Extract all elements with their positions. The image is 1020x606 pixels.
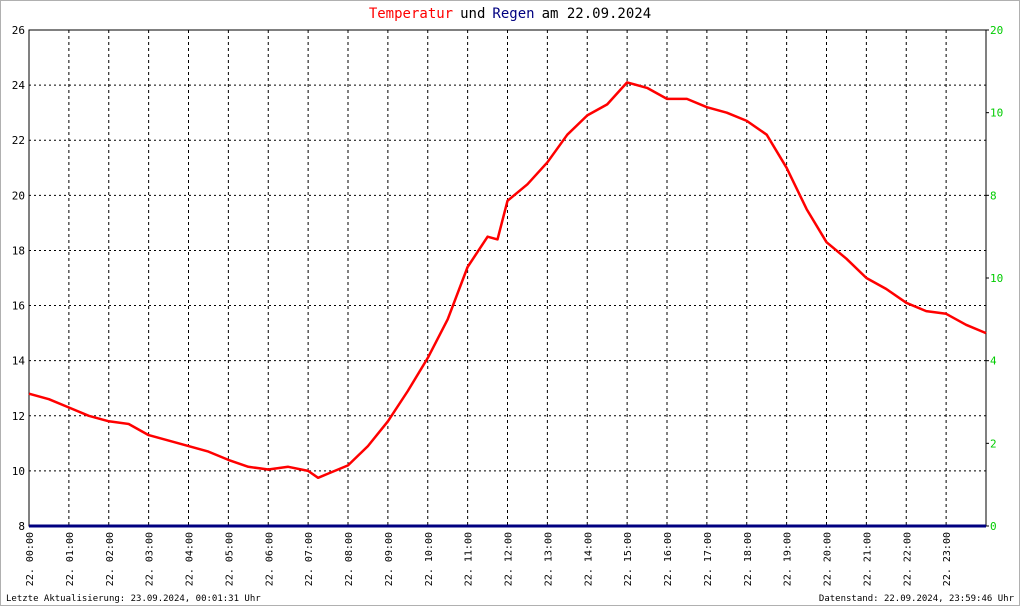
x-tick-label: 22. 04:00 [185, 532, 196, 586]
y-tick-label: 8 [18, 520, 25, 533]
y2-tick-label: 0 [990, 520, 997, 533]
x-tick-label: 22. 17:00 [703, 532, 714, 586]
x-tick-label: 22. 11:00 [464, 532, 475, 586]
y-tick-label: 26 [12, 24, 25, 37]
x-tick-label: 22. 02:00 [105, 532, 116, 586]
x-tick-label: 22. 00:00 [25, 532, 36, 586]
x-tick-label: 22. 14:00 [583, 532, 594, 586]
y2-tick-label: 2 [990, 437, 997, 450]
y2-tick-label: 20 [990, 24, 1003, 37]
chart-title: Temperatur und Regen am 22.09.2024 [369, 6, 651, 22]
title-part: und [460, 6, 485, 22]
x-tick-label: 22. 21:00 [862, 532, 873, 586]
x-tick-label: 22. 20:00 [823, 532, 834, 586]
y-tick-label: 12 [12, 410, 25, 423]
x-tick-label: 22. 12:00 [504, 532, 515, 586]
x-tick-label: 22. 19:00 [783, 532, 794, 586]
y2-tick-label: 10 [990, 107, 1003, 120]
x-tick-label: 22. 03:00 [145, 532, 156, 586]
x-tick-label: 22. 09:00 [384, 532, 395, 586]
x-tick-label: 22. 07:00 [304, 532, 315, 586]
y2-tick-label: 8 [990, 189, 997, 202]
x-tick-label: 22. 22:00 [902, 532, 913, 586]
y-tick-label: 14 [12, 355, 26, 368]
footer-left: Letzte Aktualisierung: 23.09.2024, 00:01… [6, 594, 261, 604]
y2-tick-label: 10 [990, 272, 1003, 285]
y-tick-label: 10 [12, 465, 25, 478]
x-tick-label: 22. 08:00 [344, 532, 355, 586]
x-tick-label: 22. 15:00 [623, 532, 634, 586]
x-tick-label: 22. 06:00 [264, 532, 275, 586]
title-part: am 22.09.2024 [542, 6, 652, 22]
y-tick-label: 22 [12, 134, 25, 147]
x-tick-label: 22. 10:00 [424, 532, 435, 586]
y-tick-label: 20 [12, 189, 25, 202]
y-tick-label: 16 [12, 300, 25, 313]
title-part: Temperatur [369, 6, 453, 22]
x-tick-label: 22. 18:00 [743, 532, 754, 586]
x-tick-label: 22. 01:00 [65, 532, 76, 586]
x-tick-label: 22. 13:00 [543, 532, 554, 586]
x-tick-label: 22. 16:00 [663, 532, 674, 586]
x-tick-label: 22. 05:00 [224, 532, 235, 586]
y-tick-label: 24 [12, 79, 26, 92]
y2-tick-label: 4 [990, 355, 997, 368]
y-tick-label: 18 [12, 244, 25, 257]
x-tick-label: 22. 23:00 [942, 532, 953, 586]
series-line [28, 81, 987, 480]
title-part: Regen [492, 6, 534, 22]
footer-right: Datenstand: 22.09.2024, 23:59:46 Uhr [819, 594, 1015, 604]
